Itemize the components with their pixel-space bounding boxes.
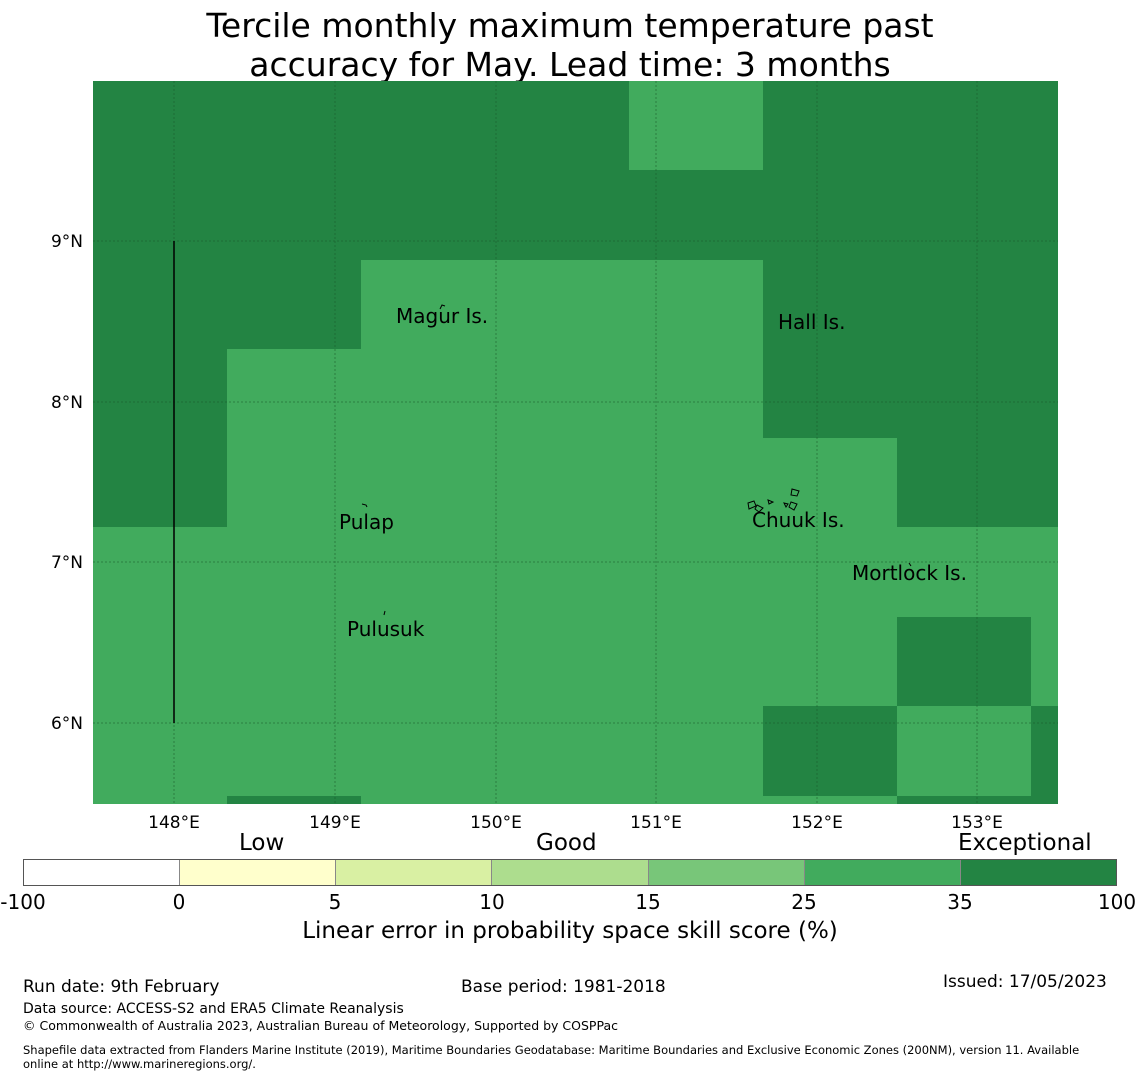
cell-exceptional	[763, 81, 1058, 170]
lon-tick-label: 148°E	[148, 813, 200, 830]
colorbar-segment	[180, 860, 337, 885]
colorbar-tick: 35	[947, 890, 973, 914]
colorbar-segment	[336, 860, 493, 885]
category-exceptional: Exceptional	[958, 830, 1092, 856]
map-title: Tercile monthly maximum temperature past…	[0, 6, 1140, 84]
island-magur	[439, 304, 446, 310]
gridlines	[93, 81, 1058, 804]
lon-tick-label: 151°E	[630, 813, 682, 830]
lat-tick-label: 9°N	[51, 232, 83, 252]
island-chuuk-d	[767, 499, 775, 505]
colorbar-segment	[960, 860, 1116, 885]
cell-exceptional	[227, 796, 361, 804]
island-pulusuk	[383, 610, 386, 616]
issued-date: Issued: 17/05/2023	[943, 972, 1107, 992]
colorbar-tick: 5	[328, 890, 342, 914]
island-mortlock	[908, 562, 912, 567]
island-chuuk-c	[754, 504, 764, 513]
colorbar-segment	[804, 860, 961, 885]
copyright: © Commonwealth of Australia 2023, Austra…	[23, 1018, 618, 1033]
place-mortlock: Mortlock Is.	[852, 561, 967, 585]
cell-exceptional	[897, 438, 1058, 527]
category-low: Low	[239, 830, 285, 856]
colorbar-tick: 10	[479, 890, 505, 914]
lon-tick-label: 149°E	[309, 813, 361, 830]
lon-tick-label: 152°E	[791, 813, 843, 830]
run-date: Run date: 9th February	[23, 977, 220, 997]
map-cells	[93, 81, 1058, 804]
island-chuuk-e	[783, 502, 789, 508]
colorbar-title: Linear error in probability space skill …	[302, 918, 838, 944]
cell-exceptional	[897, 617, 1031, 706]
colorbar-tick: 15	[635, 890, 661, 914]
colorbar-tick: -100	[0, 890, 46, 914]
lat-tick-label: 7°N	[51, 553, 83, 573]
title-line-2: accuracy for May. Lead time: 3 months	[249, 45, 891, 84]
cell-exceptional	[897, 796, 1058, 804]
island-pulap	[361, 503, 368, 508]
lat-tick-label: 6°N	[51, 714, 83, 734]
lon-tick-label: 153°E	[951, 813, 1003, 830]
colorbar-segment	[492, 860, 649, 885]
cell-exceptional	[93, 81, 629, 170]
cell-exceptional	[763, 260, 1058, 438]
cell-exceptional	[93, 260, 361, 349]
place-pulap: Pulap	[339, 510, 394, 534]
place-hall: Hall Is.	[778, 310, 845, 334]
colorbar: Low Good Exceptional -100 0 5 10 15 25 3…	[0, 830, 1136, 920]
colorbar-tick: 100	[1097, 890, 1137, 914]
place-labels: Magur Is. Hall Is. Pulap Chuuk Is. Mortl…	[339, 304, 967, 641]
cell-exceptional	[1031, 706, 1058, 804]
place-pulusuk: Pulusuk	[347, 617, 425, 641]
title-line-1: Tercile monthly maximum temperature past	[206, 6, 934, 45]
colorbar-tick: 0	[172, 890, 186, 914]
colorbar-tick: 25	[791, 890, 817, 914]
lat-tick-label: 8°N	[51, 393, 83, 413]
cell-exceptional	[93, 349, 227, 527]
base-period: Base period: 1981-2018	[461, 977, 666, 997]
island-outlines	[361, 304, 912, 616]
category-good: Good	[536, 830, 597, 856]
place-magur: Magur Is.	[396, 304, 488, 328]
island-chuuk-f	[788, 501, 798, 511]
island-chuuk-a	[790, 488, 800, 497]
colorbar-segment	[648, 860, 805, 885]
shapefile-credit-line-1: Shapefile data extracted from Flanders M…	[23, 1043, 1080, 1057]
place-chuuk: Chuuk Is.	[752, 508, 845, 532]
lat-tick-labels: 9°N 8°N 7°N 6°N	[51, 232, 83, 734]
colorbar-segment	[24, 860, 181, 885]
data-source: Data source: ACCESS-S2 and ERA5 Climate …	[23, 1001, 404, 1017]
lon-tick-label: 150°E	[470, 813, 522, 830]
lon-tick-labels: 148°E 149°E 150°E 151°E 152°E 153°E	[148, 813, 1003, 830]
cell-exceptional	[93, 170, 1058, 260]
cell-exceptional	[763, 706, 897, 796]
colorbar-bar	[23, 859, 1117, 886]
shapefile-credit-line-2: online at http://www.marineregions.org/.	[23, 1057, 256, 1071]
skill-map: Magur Is. Hall Is. Pulap Chuuk Is. Mortl…	[51, 81, 1058, 830]
